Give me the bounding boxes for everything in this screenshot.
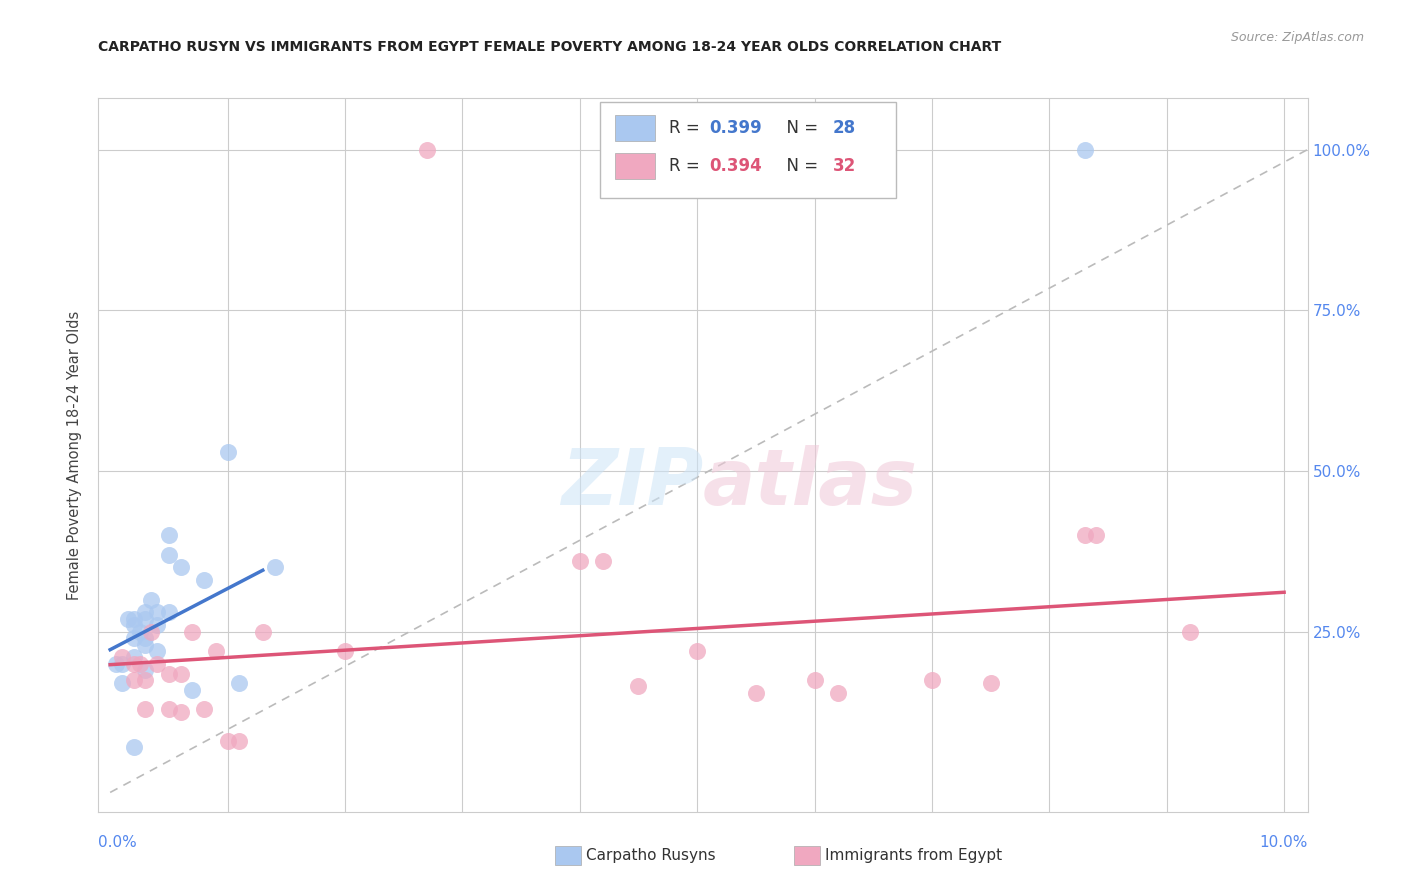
Point [921, 673, 943, 687]
Text: 28: 28 [832, 120, 855, 137]
Text: ZIP: ZIP [561, 445, 703, 522]
Point [111, 676, 134, 690]
Point [141, 624, 163, 639]
Point [169, 705, 191, 719]
Point [128, 657, 150, 671]
Point [146, 644, 169, 658]
Text: R =: R = [669, 120, 706, 137]
Point [333, 644, 356, 658]
Point [193, 574, 215, 588]
Text: Carpatho Rusyns: Carpatho Rusyns [586, 848, 716, 863]
Point [134, 663, 156, 677]
Y-axis label: Female Poverty Among 18-24 Year Olds: Female Poverty Among 18-24 Year Olds [67, 310, 83, 599]
Text: Immigrants from Egypt: Immigrants from Egypt [825, 848, 1002, 863]
Point [157, 606, 180, 620]
Text: 32: 32 [832, 157, 856, 175]
Point [122, 740, 145, 755]
Point [980, 676, 1002, 690]
Point [157, 702, 180, 716]
Point [416, 143, 439, 157]
Text: R =: R = [669, 157, 706, 175]
FancyBboxPatch shape [600, 102, 897, 198]
Point [141, 592, 163, 607]
Point [122, 612, 145, 626]
Point [122, 631, 145, 645]
FancyBboxPatch shape [614, 153, 655, 178]
Point [803, 673, 825, 687]
Point [134, 702, 156, 716]
Point [111, 657, 134, 671]
Point [263, 560, 285, 574]
Point [228, 734, 250, 748]
Point [592, 554, 614, 568]
Text: 10.0%: 10.0% [1260, 836, 1308, 850]
Point [217, 444, 239, 458]
Point [146, 618, 169, 632]
Point [228, 676, 250, 690]
Point [193, 702, 215, 716]
Point [134, 638, 156, 652]
Point [157, 528, 180, 542]
Point [122, 657, 145, 671]
Point [128, 624, 150, 639]
Point [134, 606, 156, 620]
Text: 0.394: 0.394 [709, 157, 762, 175]
Point [1085, 528, 1108, 542]
Text: CARPATHO RUSYN VS IMMIGRANTS FROM EGYPT FEMALE POVERTY AMONG 18-24 YEAR OLDS COR: CARPATHO RUSYN VS IMMIGRANTS FROM EGYPT … [98, 40, 1001, 54]
Point [827, 686, 849, 700]
Point [117, 612, 139, 626]
Point [122, 673, 145, 687]
Point [111, 650, 134, 665]
Point [1180, 624, 1202, 639]
Point [134, 612, 156, 626]
Point [157, 666, 180, 681]
Text: 0.0%: 0.0% [98, 836, 138, 850]
Text: N =: N = [776, 120, 823, 137]
Point [169, 666, 191, 681]
Point [686, 644, 709, 658]
Point [745, 686, 768, 700]
Point [204, 644, 226, 658]
Point [134, 673, 156, 687]
Point [122, 618, 145, 632]
Point [181, 624, 204, 639]
Point [146, 606, 169, 620]
Point [568, 554, 591, 568]
Point [122, 650, 145, 665]
FancyBboxPatch shape [614, 115, 655, 141]
Point [627, 679, 650, 693]
Point [157, 548, 180, 562]
Point [1073, 528, 1095, 542]
Point [146, 657, 169, 671]
Point [169, 560, 191, 574]
Text: atlas: atlas [703, 445, 918, 522]
Point [105, 657, 128, 671]
Point [134, 631, 156, 645]
Point [217, 734, 239, 748]
Point [1073, 143, 1095, 157]
Point [252, 624, 274, 639]
Point [181, 682, 204, 697]
Text: Source: ZipAtlas.com: Source: ZipAtlas.com [1230, 31, 1364, 45]
Text: 0.399: 0.399 [709, 120, 762, 137]
Text: N =: N = [776, 157, 823, 175]
